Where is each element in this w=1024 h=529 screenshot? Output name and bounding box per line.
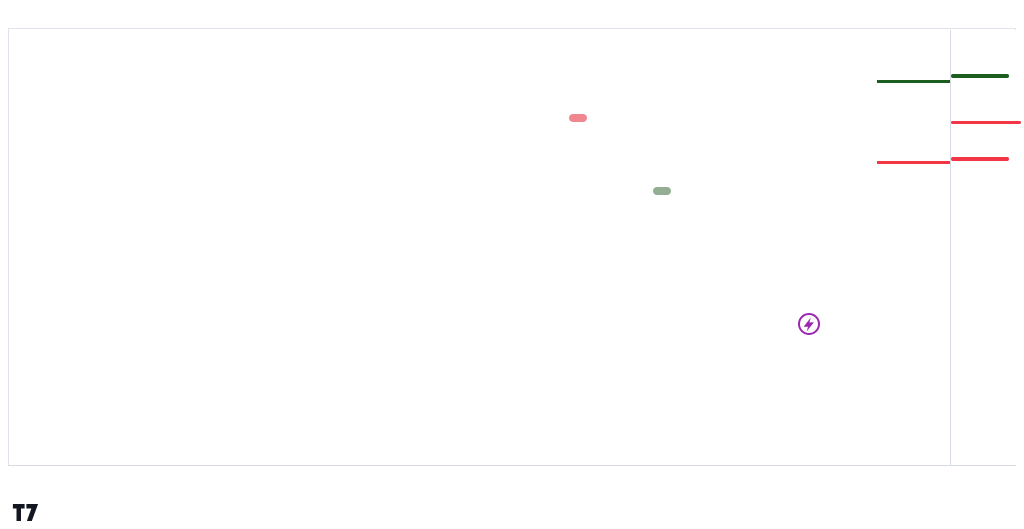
resistance-line[interactable] <box>877 80 951 83</box>
symbol-legend[interactable] <box>16 34 34 46</box>
chart-widget-frame <box>8 28 1016 492</box>
rsi-legend[interactable] <box>16 351 31 363</box>
footer <box>12 500 45 524</box>
boost-button[interactable] <box>796 311 822 337</box>
support-price-badge <box>951 156 1009 161</box>
tradingview-logo-icon[interactable] <box>12 503 39 522</box>
time-scale[interactable] <box>8 465 1016 493</box>
last-price-badge <box>951 120 1021 124</box>
ma21-legend[interactable] <box>16 79 22 91</box>
ma21-callout-bubble[interactable] <box>653 187 671 195</box>
price-scale[interactable] <box>950 30 1024 465</box>
ma9-callout-bubble[interactable] <box>569 114 587 122</box>
volume-legend-1[interactable] <box>16 49 22 61</box>
ma9-legend[interactable] <box>16 94 22 106</box>
lightning-icon <box>803 317 814 332</box>
support-line[interactable] <box>877 161 951 164</box>
resistance-price-badge <box>951 73 1009 78</box>
volume-legend-2[interactable] <box>16 64 22 76</box>
